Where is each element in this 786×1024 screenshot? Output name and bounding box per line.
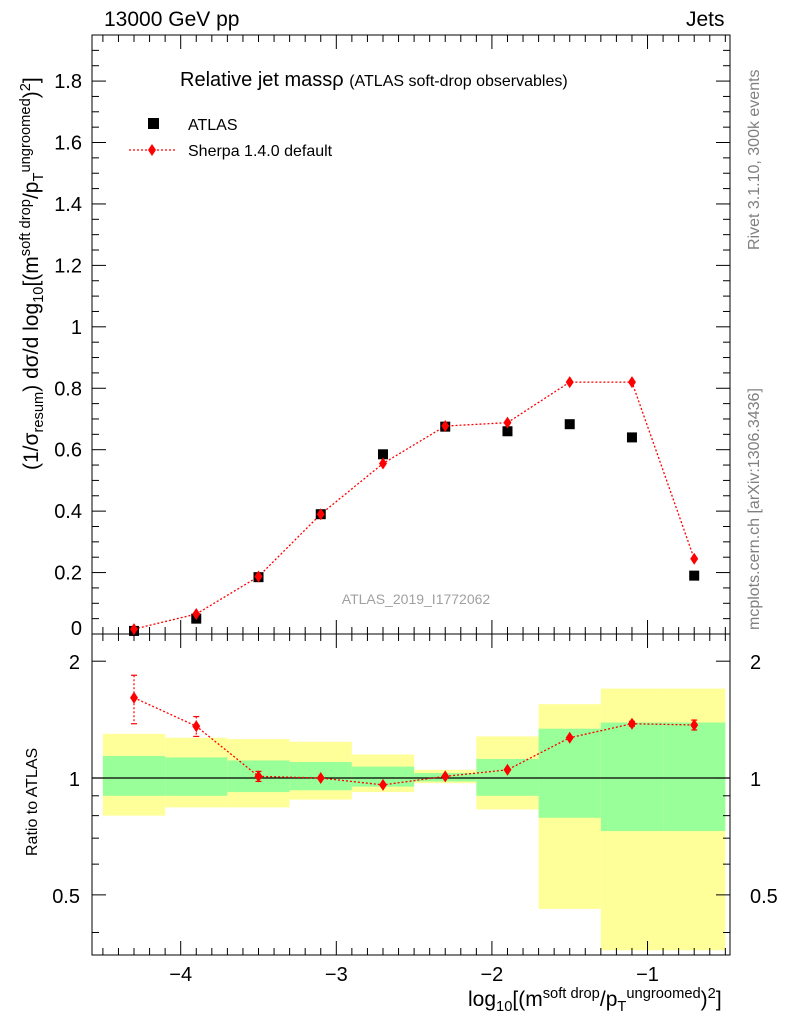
axis-ticks: 0.2 0.4 0.6 0.8 1 1.2 1.4 1.6 1.8 0 0.5 0.5 1 1 2 2 −4 −3… <box>52 35 778 986</box>
ratio-frame <box>91 633 731 956</box>
ratio-marker <box>627 717 636 730</box>
main-y-tick-label: 1 <box>71 317 82 339</box>
band-inner-bin <box>600 722 664 832</box>
analysis-watermark: ATLAS_2019_I1772062 <box>342 591 491 607</box>
main-y-tick-label: 1.6 <box>54 133 82 155</box>
main-y-tick-label: 0.4 <box>54 501 82 523</box>
atlas-marker <box>689 570 700 581</box>
legend-sherpa-label: Sherpa 1.4.0 default <box>188 143 333 160</box>
atlas-marker <box>502 426 513 437</box>
header-left: 13000 GeV pp <box>104 8 240 31</box>
ratio-marker <box>565 731 574 744</box>
sherpa-marker <box>441 420 450 433</box>
ratio-marker <box>130 691 139 704</box>
ratio-marker <box>441 770 450 783</box>
main-y-tick-label: 1.4 <box>54 194 82 216</box>
legend-atlas-label: ATLAS <box>188 117 238 134</box>
band-inner-bin <box>663 722 726 832</box>
ratio-y-tick-label-right: 0.5 <box>750 886 778 908</box>
main-y-tick-label: 1.2 <box>54 255 82 277</box>
plot-text: Relative jet massρ (ATLAS soft-drop obse… <box>129 69 568 607</box>
main-y-tick-label: 1.8 <box>54 71 82 93</box>
x-tick-label: −3 <box>325 964 348 986</box>
chart-subtitle: (ATLAS soft-drop observables) <box>349 73 567 90</box>
sherpa-marker <box>378 457 387 470</box>
ratio-marker <box>503 763 512 776</box>
main-plot <box>129 376 700 636</box>
sherpa-line <box>133 381 695 630</box>
axes-frames <box>91 34 731 956</box>
ratio-plot <box>130 674 699 791</box>
ratio-marker <box>192 720 201 733</box>
x-axis-label: log10[(msoft drop/pTungroomed)2] <box>468 986 722 1016</box>
ratio-y-tick-label-right: 2 <box>750 652 761 674</box>
band-inner-bin <box>351 766 415 787</box>
sherpa-marker <box>565 376 574 389</box>
sherpa-marker <box>254 570 263 583</box>
atlas-marker <box>377 449 388 460</box>
main-y-tick-label: 0.8 <box>54 378 82 400</box>
ratio-marker <box>254 770 263 783</box>
atlas-marker <box>564 419 575 430</box>
legend-sherpa-marker <box>148 144 156 156</box>
x-tick-label: −1 <box>636 964 659 986</box>
sherpa-marker <box>316 508 325 521</box>
ratio-y-tick-label-right: 1 <box>750 769 761 791</box>
sherpa-marker <box>130 623 139 636</box>
sherpa-marker <box>192 608 201 621</box>
sherpa-marker <box>503 416 512 429</box>
chart-title: Relative jet massρ (ATLAS soft-drop obse… <box>180 69 568 91</box>
band-inner-bin <box>165 757 228 796</box>
legend-atlas-marker <box>148 118 159 129</box>
atlas-marker <box>626 432 637 443</box>
sherpa-marker <box>627 376 636 389</box>
ratio-marker <box>690 718 699 731</box>
ratio-y-tick-label: 1 <box>69 769 80 791</box>
ratio-line <box>133 697 695 786</box>
main-y-tick-label: 0.2 <box>54 563 82 585</box>
main-y-tick-label-zero: 0 <box>71 618 82 640</box>
x-tick-label: −2 <box>481 964 504 986</box>
main-y-tick-label: 0.6 <box>54 440 82 462</box>
band-inner-bin <box>102 755 166 796</box>
ratio-y-tick-label: 0.5 <box>52 886 80 908</box>
header-right: Jets <box>686 8 725 31</box>
ratio-marker <box>378 778 387 791</box>
ratio-marker <box>316 772 325 785</box>
x-tick-label: −4 <box>169 964 192 986</box>
ratio-y-tick-label: 2 <box>69 652 80 674</box>
sherpa-marker <box>690 552 699 565</box>
